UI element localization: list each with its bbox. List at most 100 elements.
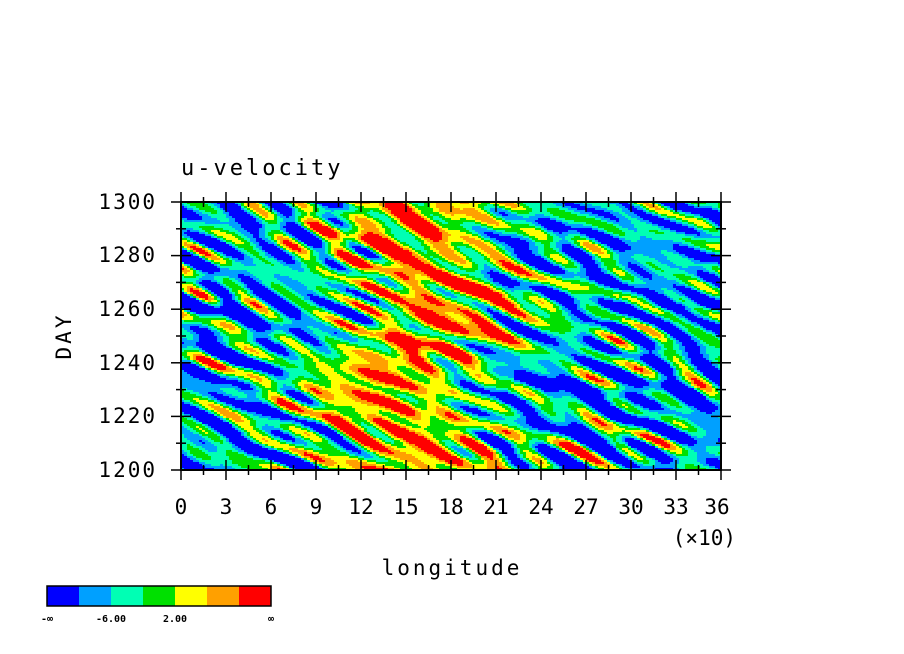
heatmap-cell bbox=[187, 222, 190, 224]
heatmap-cell bbox=[598, 250, 601, 252]
heatmap-cell bbox=[541, 246, 544, 248]
heatmap-cell bbox=[367, 244, 370, 246]
heatmap-cell bbox=[622, 242, 625, 244]
heatmap-cell bbox=[295, 244, 298, 246]
heatmap-cell bbox=[421, 244, 424, 246]
heatmap-cell bbox=[691, 252, 694, 254]
heatmap-cell bbox=[508, 206, 511, 208]
heatmap-cell bbox=[265, 258, 268, 260]
heatmap-cell bbox=[181, 208, 184, 210]
heatmap-cell bbox=[238, 256, 241, 258]
heatmap-cell bbox=[469, 242, 472, 244]
heatmap-cell bbox=[343, 248, 346, 250]
heatmap-cell bbox=[235, 262, 238, 264]
heatmap-cell bbox=[514, 222, 517, 224]
heatmap-cell bbox=[595, 244, 598, 246]
heatmap-cell bbox=[313, 216, 316, 218]
heatmap-cell bbox=[655, 264, 658, 266]
heatmap-cell bbox=[586, 210, 589, 212]
heatmap-cell bbox=[358, 208, 361, 210]
heatmap-cell bbox=[457, 228, 460, 230]
heatmap-cell bbox=[199, 260, 202, 262]
heatmap-cell bbox=[460, 230, 463, 232]
heatmap-cell bbox=[475, 262, 478, 264]
heatmap-cell bbox=[700, 212, 703, 214]
heatmap-cell bbox=[688, 206, 691, 208]
heatmap-cell bbox=[385, 244, 388, 246]
heatmap-cell bbox=[706, 238, 709, 240]
heatmap-cell bbox=[493, 246, 496, 248]
heatmap-cell bbox=[391, 208, 394, 210]
heatmap-cell bbox=[451, 250, 454, 252]
heatmap-cell bbox=[358, 264, 361, 266]
heatmap-cell bbox=[565, 238, 568, 240]
heatmap-cell bbox=[235, 256, 238, 258]
heatmap-cell bbox=[457, 220, 460, 222]
heatmap-cell bbox=[250, 212, 253, 214]
heatmap-cell bbox=[319, 266, 322, 268]
heatmap-cell bbox=[259, 250, 262, 252]
heatmap-cell bbox=[214, 230, 217, 232]
heatmap-cell bbox=[601, 248, 604, 250]
heatmap-cell bbox=[445, 260, 448, 262]
heatmap-cell bbox=[310, 244, 313, 246]
heatmap-cell bbox=[259, 206, 262, 208]
heatmap-cell bbox=[466, 216, 469, 218]
heatmap-cell bbox=[649, 216, 652, 218]
heatmap-cell bbox=[313, 254, 316, 256]
heatmap-cell bbox=[484, 224, 487, 226]
heatmap-cell bbox=[397, 252, 400, 254]
heatmap-cell bbox=[697, 246, 700, 248]
heatmap-cell bbox=[457, 226, 460, 228]
heatmap-cell bbox=[400, 234, 403, 236]
heatmap-cell bbox=[565, 262, 568, 264]
heatmap-cell bbox=[502, 236, 505, 238]
heatmap-cell bbox=[442, 262, 445, 264]
heatmap-cell bbox=[325, 258, 328, 260]
heatmap-cell bbox=[379, 266, 382, 268]
heatmap-cell bbox=[691, 256, 694, 258]
heatmap-cell bbox=[415, 234, 418, 236]
heatmap-cell bbox=[478, 244, 481, 246]
heatmap-cell bbox=[268, 248, 271, 250]
heatmap-cell bbox=[493, 226, 496, 228]
heatmap-cell bbox=[418, 266, 421, 268]
heatmap-cell bbox=[454, 232, 457, 234]
heatmap-cell bbox=[364, 266, 367, 268]
heatmap-cell bbox=[496, 238, 499, 240]
heatmap-cell bbox=[400, 222, 403, 224]
heatmap-cell bbox=[643, 258, 646, 260]
heatmap-cell bbox=[505, 256, 508, 258]
heatmap-cell bbox=[325, 262, 328, 264]
heatmap-cell bbox=[478, 248, 481, 250]
heatmap-cell bbox=[232, 212, 235, 214]
heatmap-cell bbox=[631, 240, 634, 242]
heatmap-cell bbox=[589, 222, 592, 224]
heatmap-cell bbox=[298, 254, 301, 256]
heatmap-cell bbox=[442, 260, 445, 262]
heatmap-cell bbox=[412, 204, 415, 206]
heatmap-cell bbox=[373, 218, 376, 220]
heatmap-cell bbox=[550, 240, 553, 242]
heatmap-cell bbox=[481, 218, 484, 220]
heatmap-cell bbox=[709, 226, 712, 228]
heatmap-cell bbox=[274, 236, 277, 238]
heatmap-cell bbox=[592, 262, 595, 264]
heatmap-cell bbox=[274, 232, 277, 234]
heatmap-cell bbox=[421, 260, 424, 262]
heatmap-cell bbox=[595, 218, 598, 220]
heatmap-cell bbox=[367, 220, 370, 222]
heatmap-cell bbox=[391, 246, 394, 248]
heatmap-cell bbox=[571, 206, 574, 208]
heatmap-cell bbox=[310, 204, 313, 206]
heatmap-cell bbox=[466, 266, 469, 268]
heatmap-cell bbox=[268, 224, 271, 226]
heatmap-cell bbox=[202, 268, 205, 270]
heatmap-cell bbox=[367, 234, 370, 236]
heatmap-cell bbox=[457, 236, 460, 238]
heatmap-cell bbox=[415, 224, 418, 226]
heatmap-cell bbox=[208, 210, 211, 212]
heatmap-cell bbox=[559, 230, 562, 232]
heatmap-cell bbox=[310, 264, 313, 266]
heatmap-cell bbox=[562, 266, 565, 268]
